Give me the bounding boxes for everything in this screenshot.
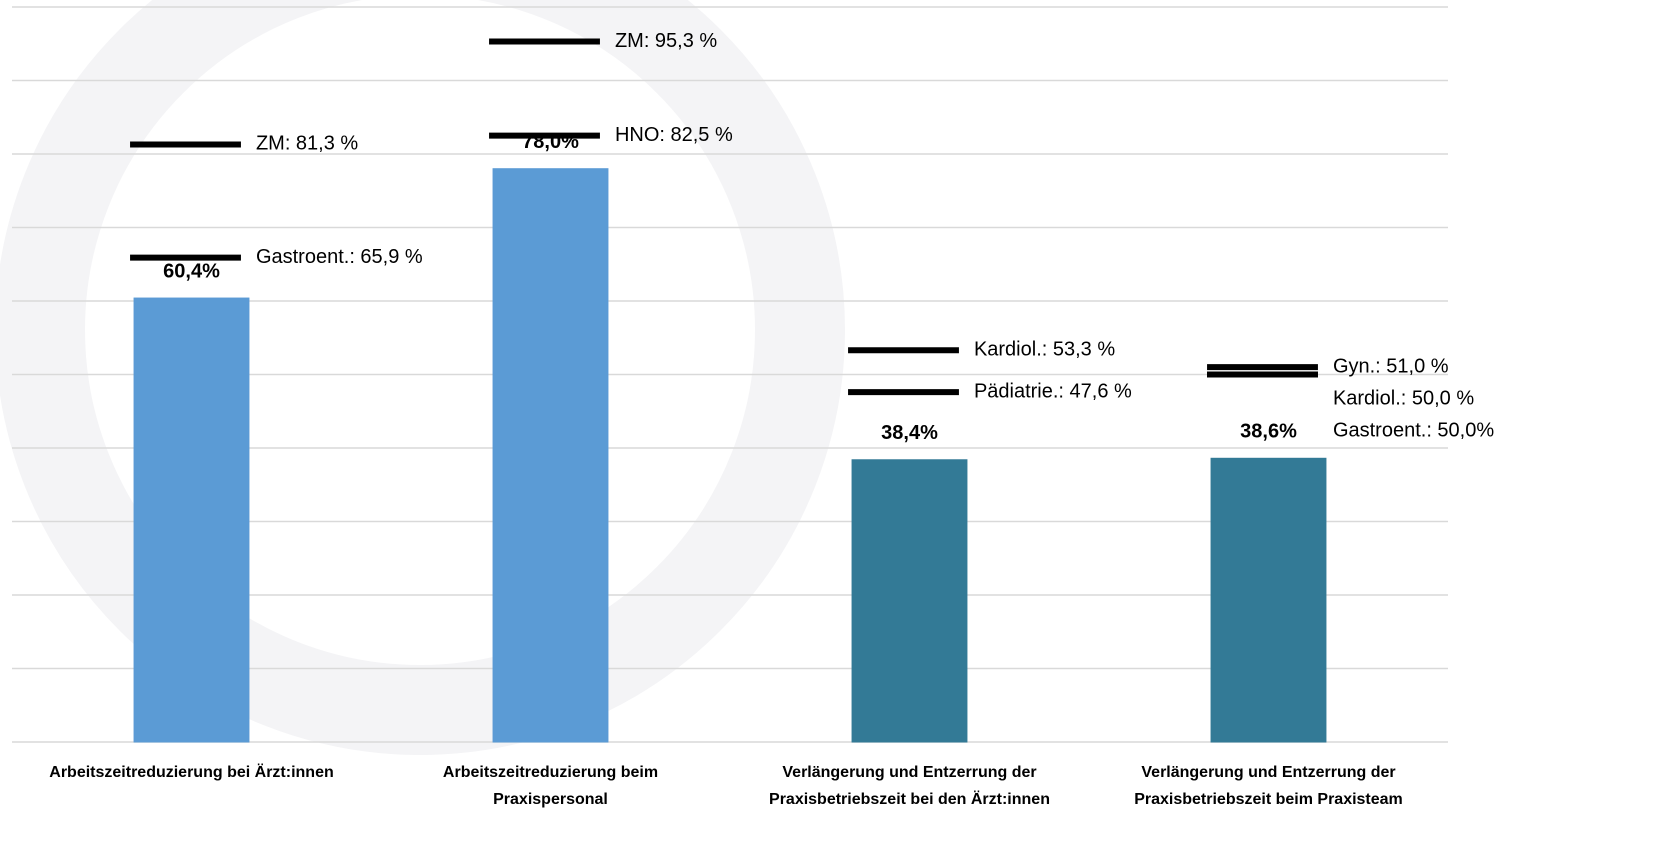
x-tick-label-line: Verlängerung und Entzerrung der xyxy=(782,764,1036,781)
x-tick-label-line: Arbeitszeitreduzierung bei Ärzt:innen xyxy=(49,763,333,781)
x-tick-label-line: Arbeitszeitreduzierung beim xyxy=(443,764,658,781)
marker-label: Gastroent.: 50,0% xyxy=(1333,419,1494,441)
marker-label: Gastroent.: 65,9 % xyxy=(256,246,423,268)
x-tick-label-line: Praxisbetriebszeit bei den Ärzt:innen xyxy=(769,790,1050,808)
value-label: 38,6% xyxy=(1240,421,1297,443)
value-label: 38,4% xyxy=(881,422,938,444)
marker-label: Gyn.: 51,0 % xyxy=(1333,355,1449,377)
marker-label: HNO: 82,5 % xyxy=(615,124,733,146)
x-tick-label: Verlängerung und Entzerrung der Praxisbet… xyxy=(769,764,1050,808)
marker-label: ZM: 95,3 % xyxy=(615,30,717,52)
bar xyxy=(851,459,968,743)
bar xyxy=(1210,457,1327,743)
x-tick-label: Arbeitszeitreduzierung bei Ärzt:innen xyxy=(49,763,333,781)
marker-label: Kardiol.: 50,0 % xyxy=(1333,387,1474,409)
marker-label: Pädiatrie.: 47,6 % xyxy=(974,380,1132,402)
x-tick-label-line: Praxisbetriebszeit beim Praxisteam xyxy=(1134,791,1403,808)
bar xyxy=(133,297,250,743)
background-arc xyxy=(0,0,845,755)
marker-label: ZM: 81,3 % xyxy=(256,133,358,155)
x-tick-label: Arbeitszeitreduzierung beim Praxispersona… xyxy=(443,764,658,808)
x-tick-label-line: Verlängerung und Entzerrung der xyxy=(1141,764,1395,781)
marker-label: Kardiol.: 53,3 % xyxy=(974,339,1115,361)
value-label: 60,4% xyxy=(163,260,220,282)
bar xyxy=(492,168,609,743)
x-tick-label: Verlängerung und Entzerrung der Praxisbet… xyxy=(1134,764,1403,808)
x-tick-label-line: Praxispersonal xyxy=(493,791,608,808)
